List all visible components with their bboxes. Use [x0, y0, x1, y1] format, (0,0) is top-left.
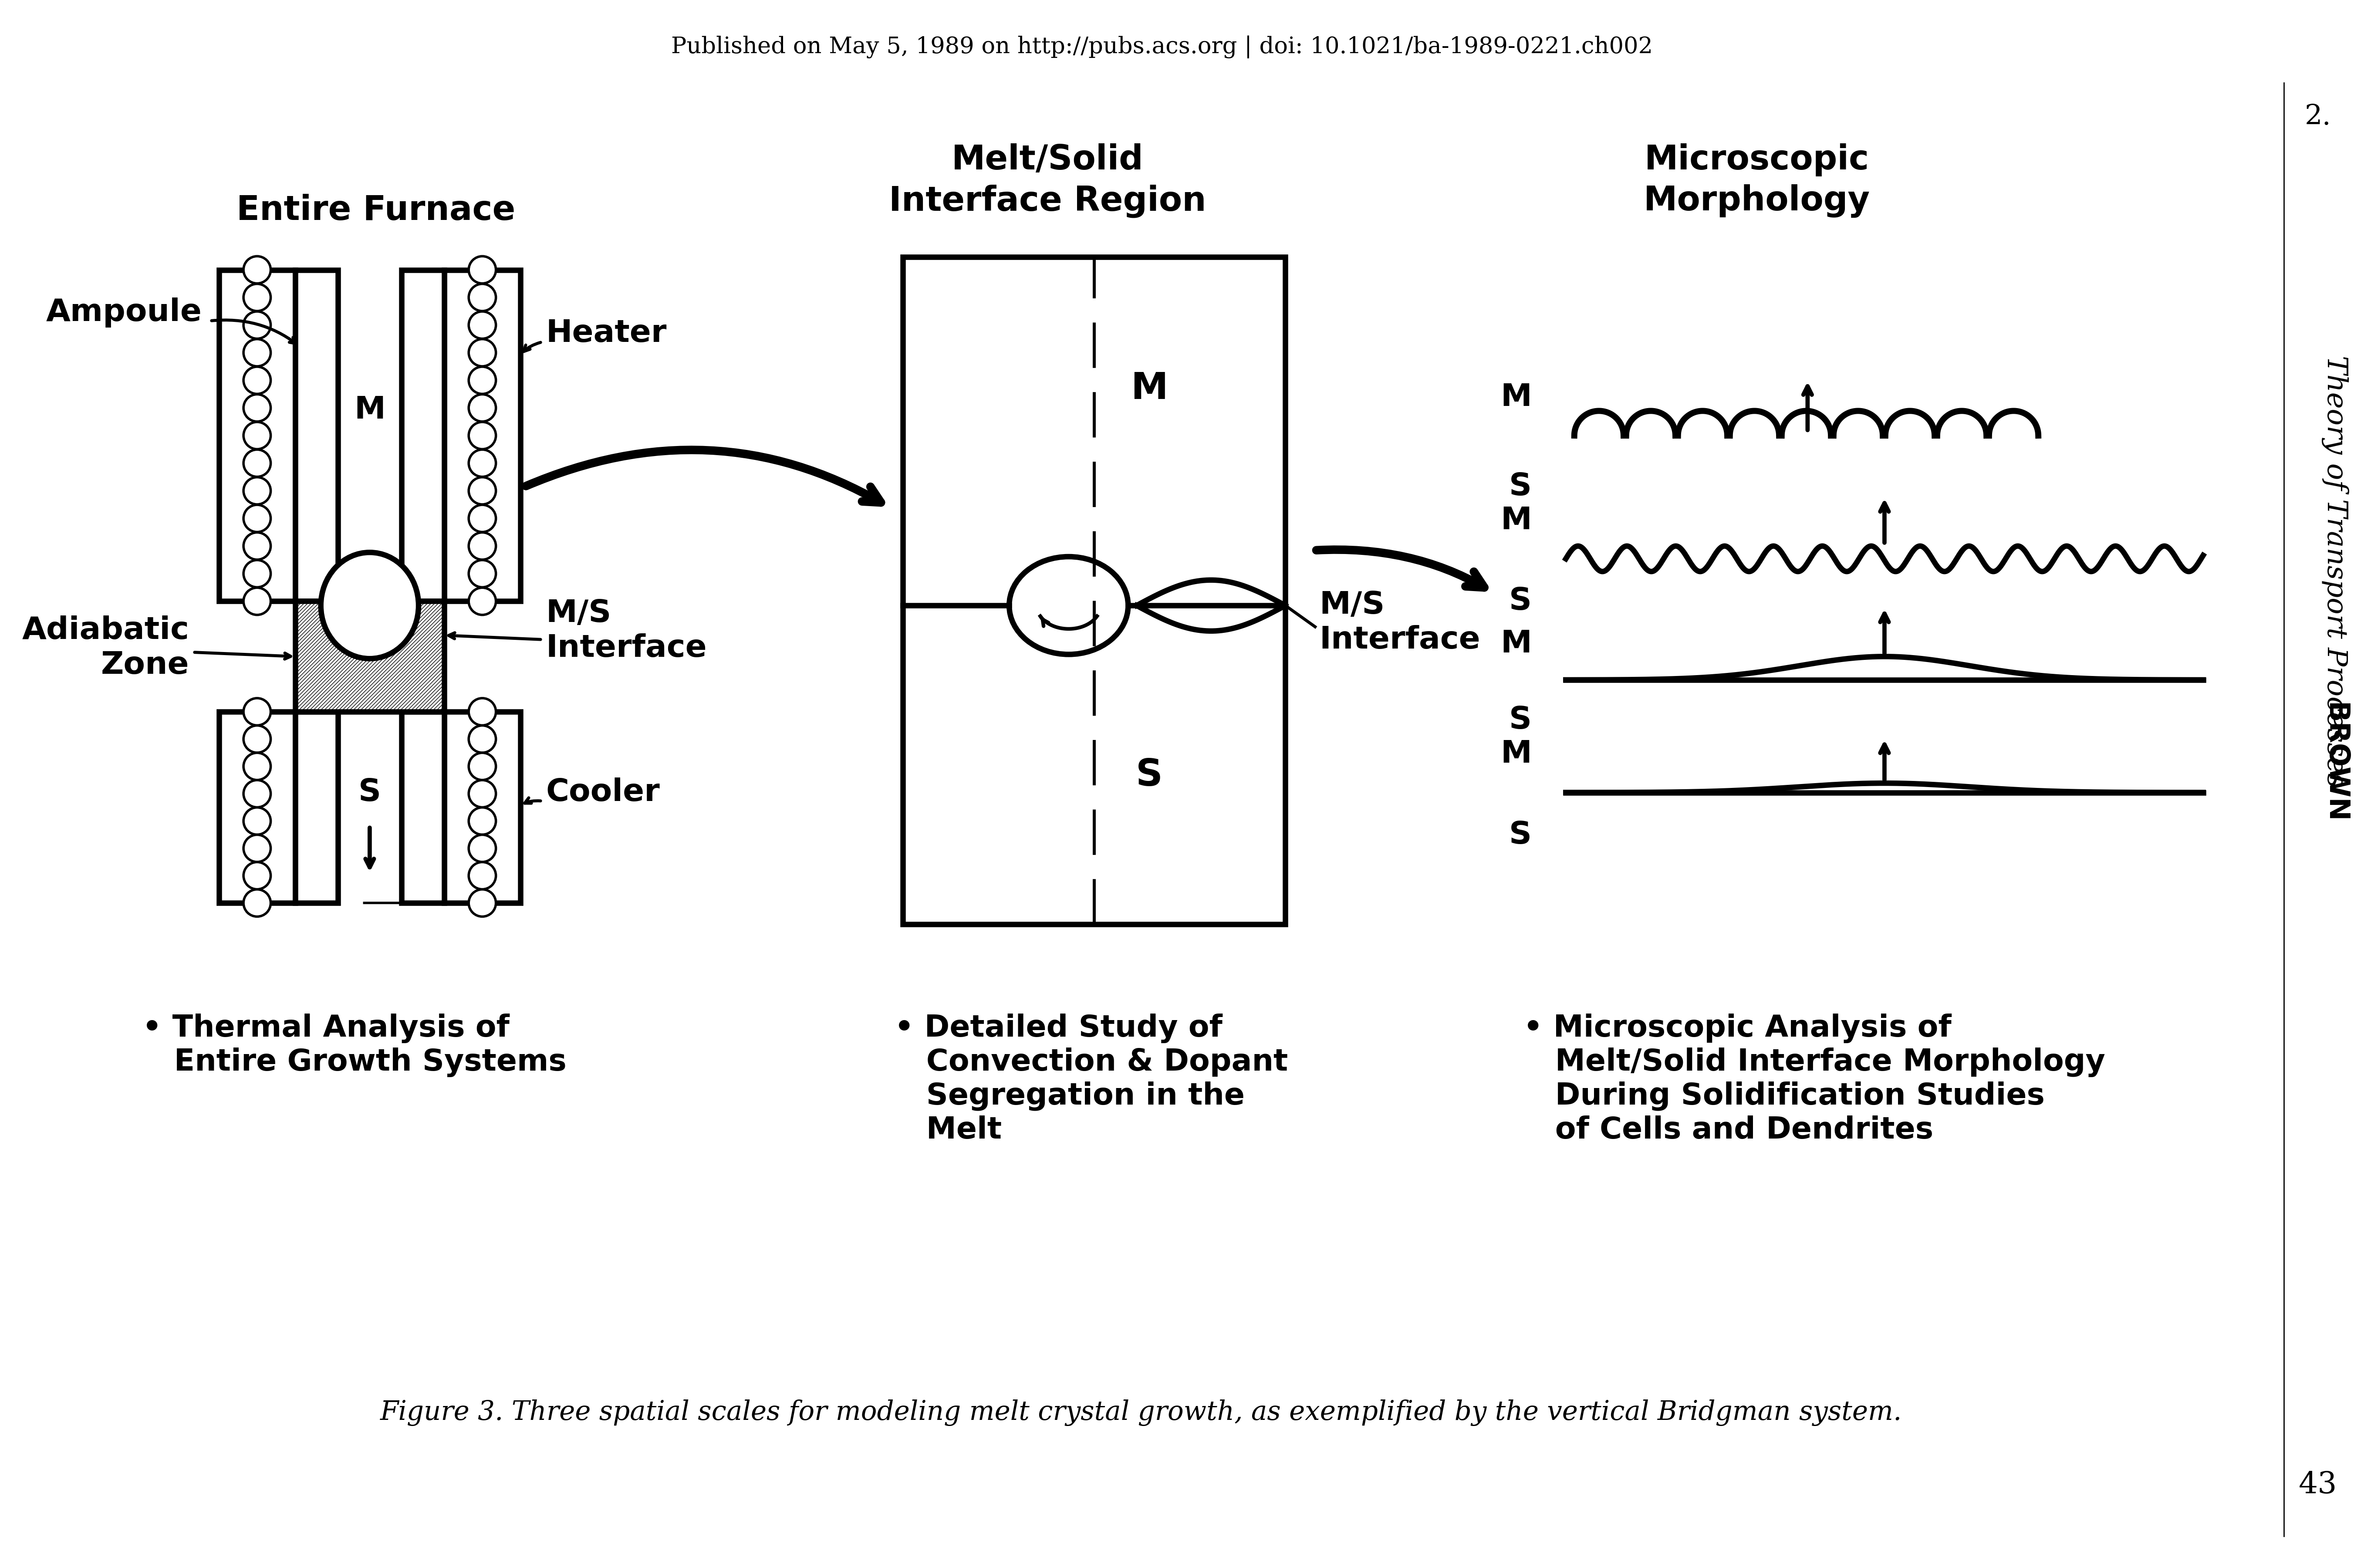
Circle shape	[242, 505, 271, 532]
Circle shape	[468, 698, 497, 726]
Circle shape	[242, 256, 271, 284]
Circle shape	[242, 834, 271, 862]
Circle shape	[468, 808, 497, 834]
Text: • Detailed Study of: • Detailed Study of	[895, 1013, 1222, 1043]
Text: S: S	[1509, 472, 1532, 502]
Text: BROWN: BROWN	[2321, 702, 2349, 823]
Text: 2.: 2.	[2305, 103, 2330, 130]
Circle shape	[468, 450, 497, 477]
Text: 43: 43	[2298, 1471, 2338, 1499]
Text: M: M	[353, 395, 386, 425]
Circle shape	[468, 367, 497, 394]
Bar	[294, 712, 339, 903]
Circle shape	[242, 560, 271, 588]
Bar	[403, 712, 445, 903]
Circle shape	[242, 284, 271, 310]
Text: M/S
Interface: M/S Interface	[546, 599, 706, 663]
Text: Melt/Solid Interface Morphology: Melt/Solid Interface Morphology	[1523, 1047, 2104, 1077]
Bar	[445, 270, 520, 601]
Text: Entire Furnace: Entire Furnace	[238, 194, 516, 227]
Text: Microscopic
Morphology: Microscopic Morphology	[1643, 143, 1871, 218]
Text: Segregation in the: Segregation in the	[895, 1082, 1245, 1110]
Bar	[294, 270, 339, 601]
Circle shape	[242, 781, 271, 808]
Circle shape	[242, 698, 271, 726]
Text: Heater: Heater	[546, 318, 666, 348]
Text: S: S	[1509, 706, 1532, 735]
Text: M: M	[1499, 383, 1532, 412]
Circle shape	[468, 256, 497, 284]
Bar	[403, 270, 445, 601]
Circle shape	[242, 450, 271, 477]
Ellipse shape	[1010, 557, 1128, 654]
Circle shape	[468, 312, 497, 339]
Circle shape	[468, 422, 497, 448]
Circle shape	[468, 781, 497, 808]
Circle shape	[468, 834, 497, 862]
Text: • Thermal Analysis of: • Thermal Analysis of	[141, 1013, 508, 1043]
Text: M/S
Interface: M/S Interface	[1318, 590, 1481, 655]
Text: M: M	[1499, 629, 1532, 659]
Circle shape	[468, 889, 497, 917]
Text: Adiabatic
Zone: Adiabatic Zone	[21, 616, 188, 681]
Bar	[904, 257, 1285, 924]
Text: of Cells and Dendrites: of Cells and Dendrites	[1523, 1115, 1933, 1145]
Text: Theory of Transport Processes: Theory of Transport Processes	[2321, 356, 2349, 787]
Circle shape	[468, 505, 497, 532]
Circle shape	[242, 862, 271, 889]
Circle shape	[242, 394, 271, 422]
Circle shape	[468, 726, 497, 753]
Circle shape	[468, 560, 497, 588]
Circle shape	[242, 533, 271, 560]
Text: M: M	[1130, 370, 1168, 406]
Text: M: M	[1499, 505, 1532, 536]
Circle shape	[468, 588, 497, 615]
Circle shape	[242, 367, 271, 394]
Circle shape	[242, 588, 271, 615]
Circle shape	[468, 394, 497, 422]
Circle shape	[242, 477, 271, 505]
Text: S: S	[1137, 757, 1163, 793]
Text: During Solidification Studies: During Solidification Studies	[1523, 1082, 2046, 1110]
Text: Cooler: Cooler	[546, 778, 659, 808]
Circle shape	[468, 862, 497, 889]
Circle shape	[468, 533, 497, 560]
Circle shape	[468, 284, 497, 310]
Bar	[219, 712, 294, 903]
Text: Entire Growth Systems: Entire Growth Systems	[141, 1047, 567, 1077]
Text: S: S	[1509, 586, 1532, 616]
Circle shape	[242, 339, 271, 367]
Circle shape	[242, 808, 271, 834]
Text: Melt: Melt	[895, 1115, 1003, 1145]
Text: • Microscopic Analysis of: • Microscopic Analysis of	[1523, 1013, 1951, 1043]
Text: S: S	[1509, 820, 1532, 850]
Ellipse shape	[320, 552, 419, 659]
Bar	[445, 712, 520, 903]
Bar	[219, 270, 294, 601]
Circle shape	[242, 726, 271, 753]
Circle shape	[468, 477, 497, 505]
Text: Melt/Solid
Interface Region: Melt/Solid Interface Region	[890, 143, 1205, 218]
Text: M: M	[1499, 739, 1532, 770]
Text: Convection & Dopant: Convection & Dopant	[895, 1047, 1288, 1077]
Circle shape	[242, 312, 271, 339]
Text: Ampoule: Ampoule	[47, 298, 202, 328]
Text: Published on May 5, 1989 on http://pubs.acs.org | doi: 10.1021/ba-1989-0221.ch00: Published on May 5, 1989 on http://pubs.…	[671, 36, 1653, 58]
Text: S: S	[358, 778, 381, 808]
Circle shape	[242, 422, 271, 448]
Text: Figure 3. Three spatial scales for modeling melt crystal growth, as exemplified : Figure 3. Three spatial scales for model…	[379, 1400, 1902, 1427]
Circle shape	[468, 753, 497, 779]
Circle shape	[242, 889, 271, 917]
Bar	[294, 601, 445, 712]
Circle shape	[242, 753, 271, 779]
Circle shape	[468, 339, 497, 367]
